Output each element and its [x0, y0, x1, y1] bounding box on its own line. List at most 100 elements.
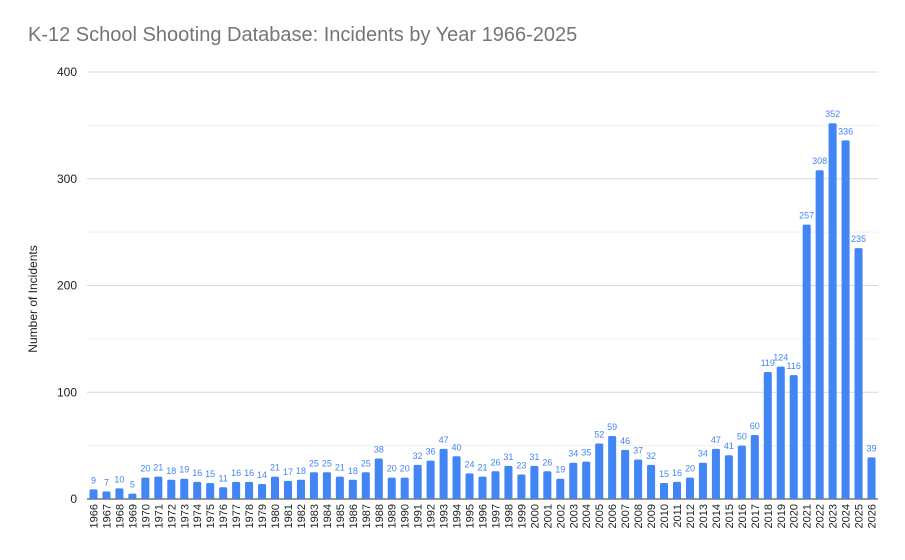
bar — [361, 472, 370, 499]
data-label: 14 — [257, 470, 267, 480]
bar — [439, 448, 448, 499]
x-tick-label: 2011 — [672, 504, 684, 528]
x-tick-label: 1969 — [127, 504, 139, 528]
x-tick-label: 1978 — [244, 504, 256, 528]
x-tick-label: 2012 — [685, 504, 697, 528]
bar — [517, 474, 526, 499]
x-tick-label: 1998 — [503, 504, 515, 528]
x-tick-label: 1976 — [218, 504, 230, 528]
data-label: 35 — [581, 448, 591, 458]
bar — [608, 436, 617, 499]
x-tick-label: 1996 — [478, 504, 490, 528]
bar — [128, 493, 137, 499]
y-tick-label: 300 — [57, 172, 77, 186]
data-label: 17 — [283, 467, 293, 477]
bar — [335, 476, 344, 499]
data-label: 32 — [646, 451, 656, 461]
x-tick-label: 1993 — [439, 504, 451, 528]
x-tick-label: 1977 — [231, 504, 243, 528]
bar — [711, 448, 720, 499]
bar — [400, 477, 409, 499]
chart-title: K-12 School Shooting Database: Incidents… — [28, 24, 578, 46]
x-tick-label: 1988 — [374, 504, 386, 528]
data-label: 39 — [867, 443, 877, 453]
data-label: 31 — [503, 452, 513, 462]
bar — [141, 477, 150, 499]
x-tick-label: 2015 — [724, 504, 736, 528]
x-tick-label: 2024 — [841, 504, 853, 528]
data-label: 15 — [205, 469, 215, 479]
x-tick-label: 2013 — [698, 504, 710, 528]
data-label: 21 — [270, 463, 280, 473]
x-tick-label: 2007 — [620, 504, 632, 528]
x-tick-label: 1975 — [205, 504, 217, 528]
data-label: 119 — [761, 358, 775, 368]
data-label: 20 — [400, 464, 410, 474]
bar — [672, 481, 682, 499]
bar — [374, 458, 383, 499]
data-label: 21 — [335, 463, 345, 473]
x-tick-label: 2026 — [867, 504, 879, 528]
x-tick-label: 1986 — [348, 504, 360, 528]
bar — [763, 371, 772, 499]
bar — [154, 476, 163, 499]
data-label: 37 — [633, 446, 643, 456]
bar — [698, 462, 707, 499]
x-tick-label: 2025 — [854, 504, 866, 528]
x-tick-label: 1979 — [257, 504, 269, 528]
x-tick-label: 1970 — [140, 504, 152, 528]
x-tick-label: 2008 — [633, 504, 645, 528]
x-tick-label: 1999 — [516, 504, 528, 528]
data-label: 19 — [555, 465, 565, 475]
bar — [193, 481, 202, 499]
bar — [206, 482, 215, 499]
bar — [530, 465, 539, 499]
bar — [595, 443, 604, 499]
x-tick-label: 1966 — [88, 504, 100, 528]
bar — [815, 170, 824, 499]
bar — [647, 464, 656, 499]
bar — [102, 491, 111, 499]
x-tick-label: 2014 — [711, 504, 723, 528]
x-tick-label: 1968 — [114, 504, 126, 528]
bar — [465, 473, 474, 499]
data-label: 19 — [179, 465, 189, 475]
data-label: 20 — [685, 464, 695, 474]
bar — [283, 480, 293, 499]
bar — [750, 434, 759, 499]
x-tick-label: 2022 — [815, 504, 827, 528]
x-tick-label: 2002 — [555, 504, 567, 528]
data-label: 25 — [322, 458, 332, 468]
data-label: 25 — [361, 458, 371, 468]
bar — [660, 482, 669, 499]
bar — [556, 478, 565, 499]
data-label: 257 — [799, 211, 814, 221]
data-label: 25 — [309, 458, 319, 468]
data-label: 26 — [542, 457, 552, 467]
x-tick-label: 2021 — [802, 504, 814, 528]
x-tick-label: 1967 — [101, 504, 113, 528]
x-tick-label: 1981 — [283, 504, 295, 528]
bar — [776, 366, 785, 499]
x-tick-label: 1982 — [296, 504, 308, 528]
data-label: 9 — [91, 475, 96, 485]
bar — [232, 481, 241, 499]
bar — [115, 488, 124, 499]
data-label: 50 — [737, 432, 747, 442]
data-label: 308 — [812, 156, 827, 166]
data-label: 21 — [477, 463, 487, 473]
data-label: 18 — [166, 466, 176, 476]
x-tick-label: 1980 — [270, 504, 282, 528]
data-label: 15 — [659, 469, 669, 479]
bar — [219, 487, 228, 499]
data-label: 11 — [218, 473, 227, 483]
bar — [634, 459, 643, 499]
data-label: 16 — [231, 468, 241, 478]
x-tick-label: 1990 — [400, 504, 412, 528]
bar — [504, 465, 513, 499]
x-tick-label: 2001 — [542, 504, 554, 528]
data-label: 16 — [192, 468, 202, 478]
